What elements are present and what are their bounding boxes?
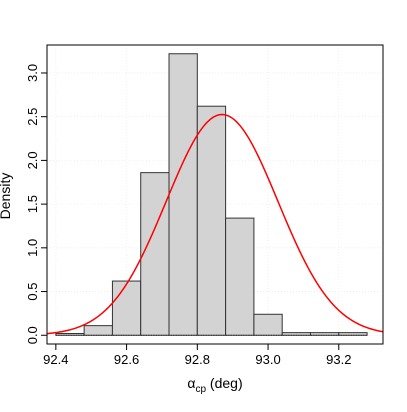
histogram-bar (309, 332, 340, 336)
histogram-bar (168, 53, 198, 336)
histogram-bar (196, 105, 227, 336)
y-tick-label: 0.0 (25, 326, 40, 344)
x-tick-label: 93.2 (326, 352, 351, 367)
axes-layer: 92.4 92.6 92.8 93.0 93.2 0.0 0.5 1.0 1.5 2.0 2.5 3.… (25, 64, 351, 367)
y-tick-label: 2.5 (25, 108, 40, 126)
y-axis-label: Density (0, 173, 13, 220)
curve-layer (46, 113, 384, 335)
x-tick-label: 92.4 (43, 352, 68, 367)
y-tick-label: 2.0 (25, 151, 40, 169)
y-tick-label: 3.0 (25, 64, 40, 82)
y-tick-label: 0.5 (25, 283, 40, 301)
x-axis-label-subscript: cp (195, 384, 206, 395)
histogram-bar (111, 280, 142, 336)
bars-layer (55, 53, 368, 336)
x-tick-label: 93.0 (255, 352, 280, 367)
x-tick-label: 92.6 (114, 352, 139, 367)
histogram-bar (140, 172, 170, 336)
histogram-bar (225, 217, 255, 336)
histogram-bar (83, 325, 113, 336)
y-tick-label: 1.5 (25, 195, 40, 213)
density-curve (46, 113, 384, 335)
x-axis-label: αcp (deg) (187, 375, 242, 395)
x-tick-label: 92.8 (185, 352, 210, 367)
y-tick-label: 1.0 (25, 239, 40, 257)
histogram-bar (338, 332, 368, 336)
histogram-bar (253, 313, 283, 336)
x-axis-label-symbol: α (187, 375, 195, 391)
plot-frame (46, 44, 384, 345)
histogram-bar (55, 333, 85, 336)
x-axis-label-suffix: (deg) (206, 375, 243, 391)
